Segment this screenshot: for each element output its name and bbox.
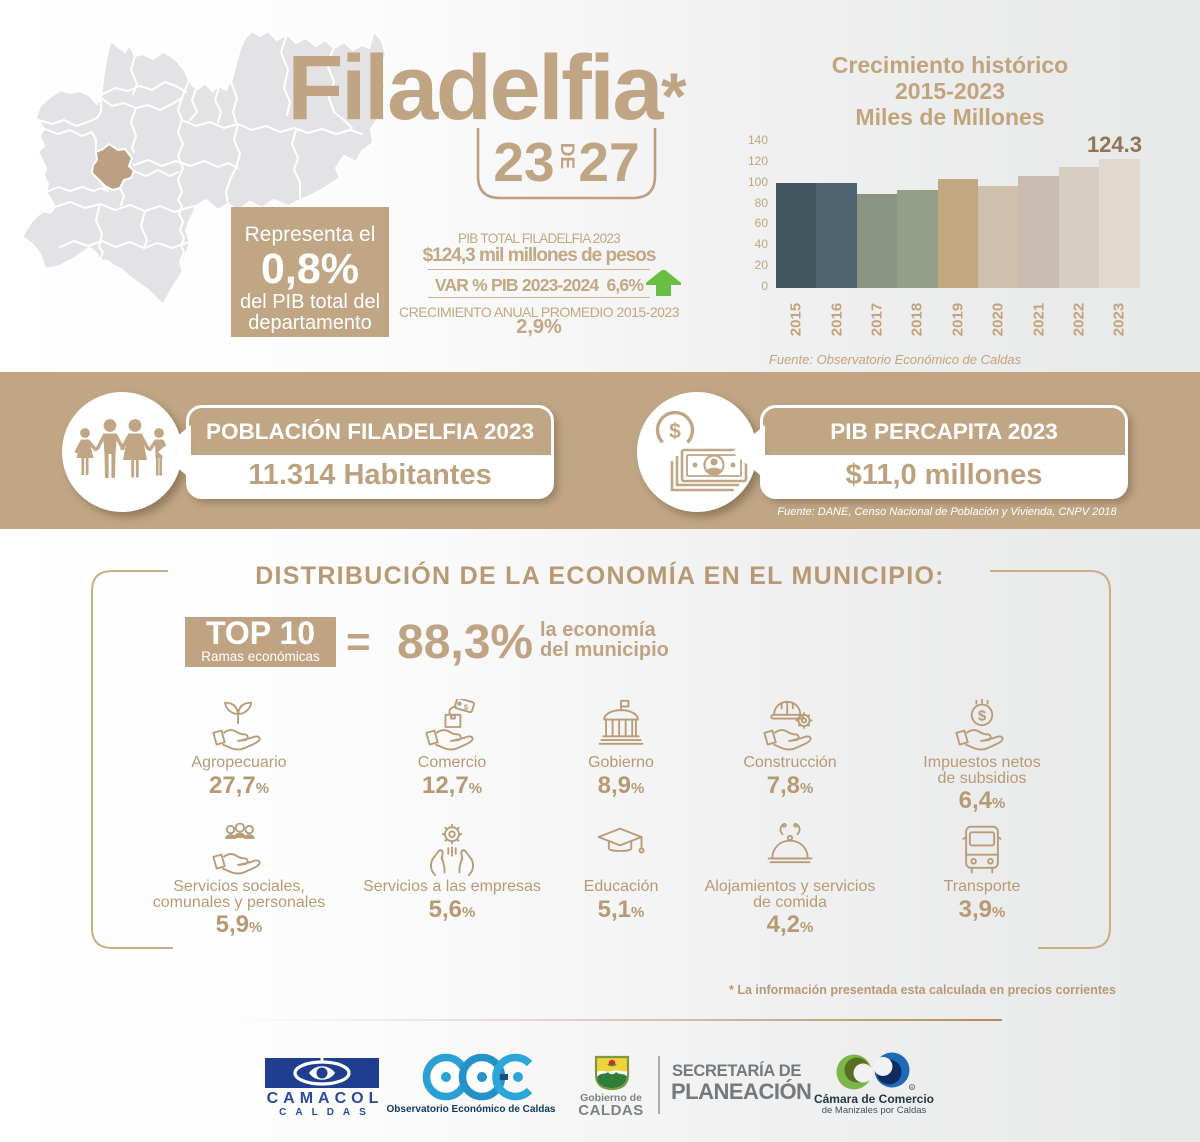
svg-text:$: $	[978, 707, 987, 724]
svg-text:R: R	[910, 1085, 914, 1090]
svg-text:$: $	[464, 702, 469, 711]
svg-text:$: $	[669, 420, 681, 443]
